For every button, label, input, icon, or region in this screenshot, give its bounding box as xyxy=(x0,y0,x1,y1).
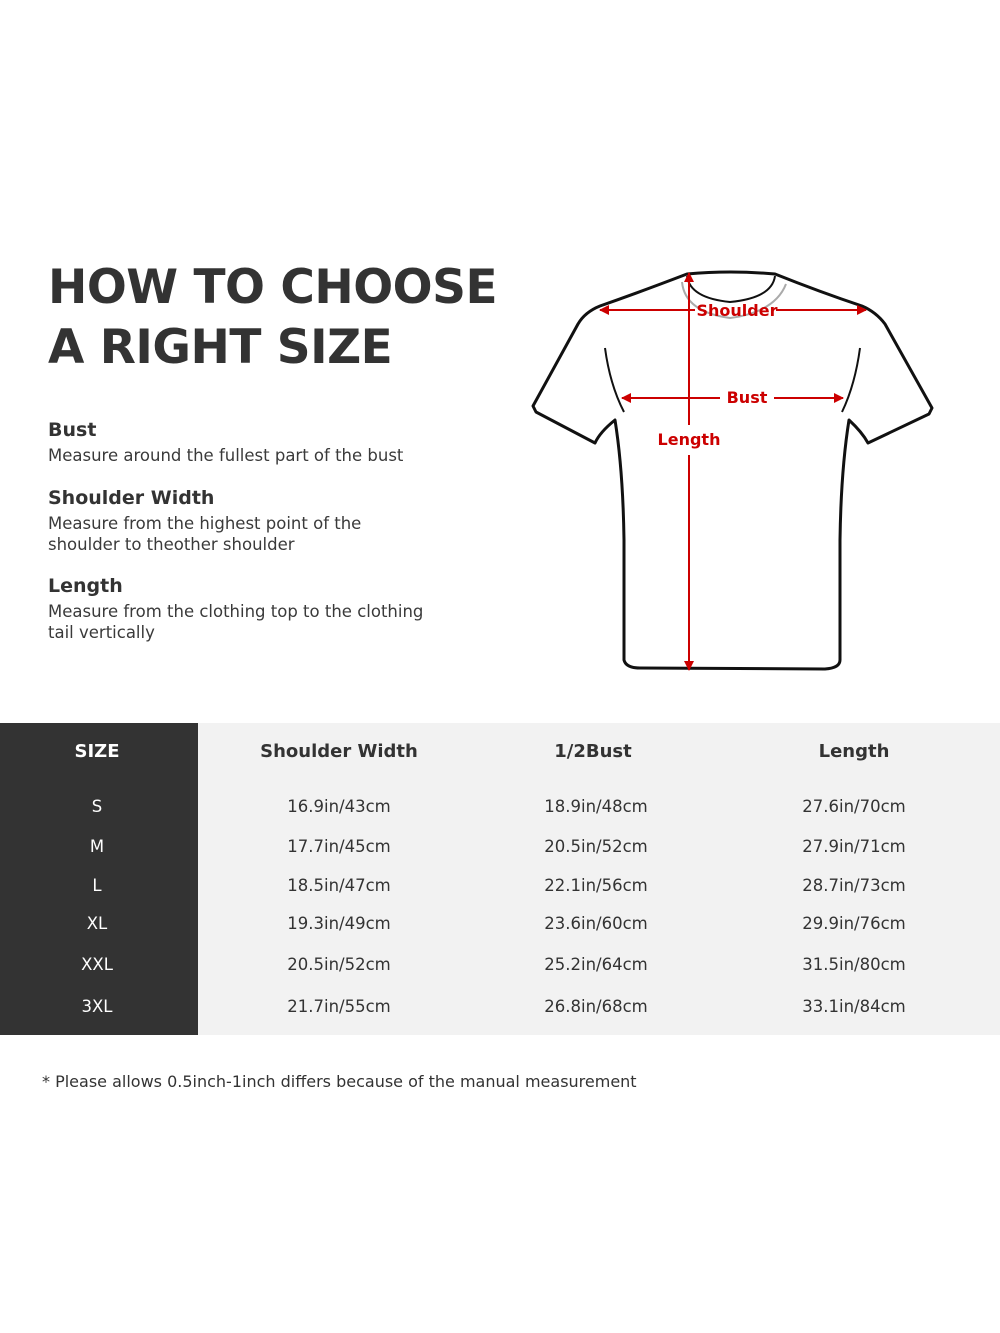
guide-text: Measure from the clothing top to the clo… xyxy=(48,602,424,642)
size-label: XXL xyxy=(81,955,113,974)
table-cell: 26.8in/68cm xyxy=(544,997,648,1016)
guide-bust: Bust Measure around the fullest part of … xyxy=(48,417,438,466)
guide-heading: Bust xyxy=(48,419,97,441)
table-cell: 27.9in/71cm xyxy=(802,837,906,856)
header-length: Length xyxy=(818,741,890,762)
length-label: Length xyxy=(658,430,721,449)
guide-heading: Length xyxy=(48,575,123,597)
table-cell: 29.9in/76cm xyxy=(802,914,906,933)
title-line-1: HOW TO CHOOSE xyxy=(48,260,498,315)
shoulder-label: Shoulder xyxy=(697,301,778,320)
tshirt-diagram: Shoulder Bust Length xyxy=(531,270,934,671)
table-cell: 28.7in/73cm xyxy=(802,876,906,895)
guide-text: Measure around the fullest part of the b… xyxy=(48,446,404,465)
table-cell: 27.6in/70cm xyxy=(802,797,906,816)
table-cell: 16.9in/43cm xyxy=(287,797,391,816)
size-label: L xyxy=(92,876,102,895)
table-cell: 20.5in/52cm xyxy=(544,837,648,856)
page-title: HOW TO CHOOSE A RIGHT SIZE xyxy=(48,258,498,378)
table-cell: 19.3in/49cm xyxy=(287,914,391,933)
table-cell: 18.9in/48cm xyxy=(544,797,648,816)
table-cell: 25.2in/64cm xyxy=(544,955,648,974)
size-label: M xyxy=(89,837,105,856)
bust-label: Bust xyxy=(727,388,768,407)
table-cell: 23.6in/60cm xyxy=(544,914,648,933)
table-cell: 18.5in/47cm xyxy=(287,876,391,895)
size-column: SIZE S M L XL XXL 3XL xyxy=(0,723,198,1035)
header-shoulder-width: Shoulder Width xyxy=(260,741,418,762)
table-cell: 21.7in/55cm xyxy=(287,997,391,1016)
size-label: 3XL xyxy=(81,997,113,1016)
header-size: SIZE xyxy=(74,741,120,762)
measurement-note: * Please allows 0.5inch-1inch differs be… xyxy=(42,1072,637,1091)
table-cell: 31.5in/80cm xyxy=(802,955,906,974)
guide-length: Length Measure from the clothing top to … xyxy=(48,573,438,643)
table-cell: 20.5in/52cm xyxy=(287,955,391,974)
table-cell: 17.7in/45cm xyxy=(287,837,391,856)
title-line-2: A RIGHT SIZE xyxy=(48,320,393,375)
table-cell: 22.1in/56cm xyxy=(544,876,648,895)
guide-heading: Shoulder Width xyxy=(48,487,215,509)
size-label: XL xyxy=(86,914,108,933)
guide-text: Measure from the highest point of the sh… xyxy=(48,514,362,554)
header-half-bust: 1/2Bust xyxy=(554,741,632,762)
table-cell: 33.1in/84cm xyxy=(802,997,906,1016)
tshirt-outline xyxy=(531,270,934,671)
guide-shoulder-width: Shoulder Width Measure from the highest … xyxy=(48,485,438,555)
size-label: S xyxy=(91,797,103,816)
size-table: SIZE S M L XL XXL 3XL Shoulder Width 1/2Bust … xyxy=(0,723,1000,1035)
